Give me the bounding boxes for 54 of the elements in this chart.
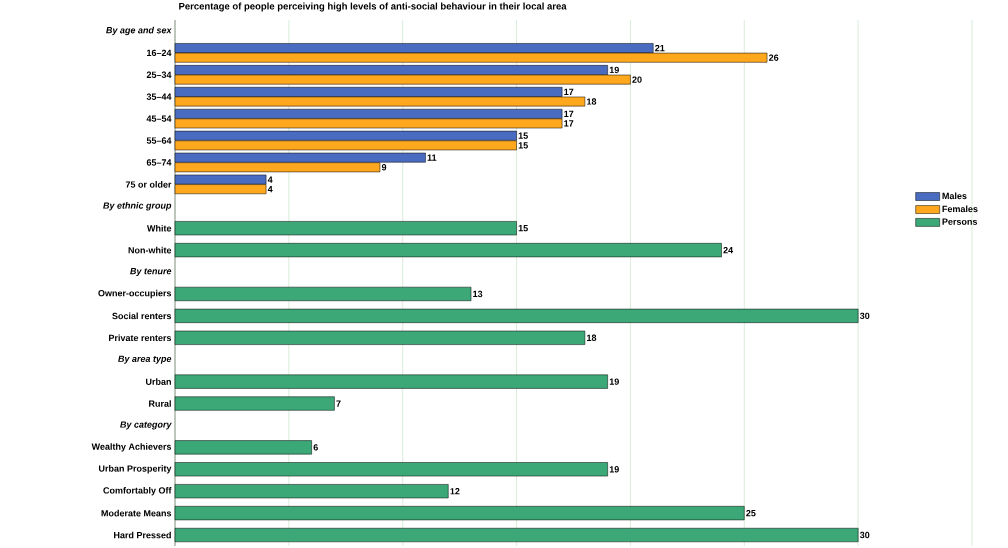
data-label: 17 [564,110,574,117]
data-label: 15 [518,142,528,149]
y-tick-label: By area type [118,355,172,364]
data-label: 18 [587,334,597,341]
y-tick-label: 35–44 [146,93,172,100]
y-tick-label: Wealthy Achievers [91,443,172,452]
data-label: 26 [768,54,779,61]
y-tick-label: 45–54 [146,115,172,122]
data-label: 30 [859,531,870,539]
y-tick-label: Owner-occupiers [98,289,172,299]
data-label: 9 [381,164,387,171]
y-tick-label: White [147,224,172,232]
data-label: 4 [267,186,273,193]
y-tick-label: By age and sex [106,26,172,36]
y-tick-label: Hard Pressed [114,531,171,539]
data-label: 25 [746,509,756,517]
data-label: 17 [564,120,574,127]
y-tick-label: Urban [146,378,171,385]
data-label: 11 [427,154,437,161]
data-label: 15 [518,225,528,232]
y-tick-label: Urban Prosperity [98,465,172,474]
y-tick-label: 55–64 [146,137,172,144]
data-label: 18 [587,98,597,105]
data-label: 19 [609,378,619,385]
y-tick-label: By tenure [130,268,172,277]
y-tick-label: 25–34 [146,71,172,78]
y-tick-label: Moderate Means [101,509,172,517]
legend-label: Males [942,192,967,200]
legend-label: Females [942,205,978,213]
data-label: 20 [632,76,642,83]
data-label: 30 [859,312,870,320]
y-tick-label: Social renters [112,312,172,320]
data-label: 12 [450,488,460,495]
data-label: 19 [609,466,619,473]
data-label: 19 [609,66,619,74]
data-label: 13 [473,290,483,298]
data-label: 6 [313,444,318,451]
y-tick-label: Non-white [128,246,172,254]
data-label: 21 [655,44,665,52]
data-label: 15 [518,132,528,139]
data-label: 17 [564,88,574,95]
data-label: 4 [267,176,273,183]
y-tick-label: 16–24 [147,49,172,57]
data-label: 7 [336,400,341,407]
y-tick-label: By category [120,421,172,430]
y-tick-label: 65–74 [146,159,172,166]
y-tick-label: Comfortably Off [103,487,172,496]
y-tick-label: 75 or older [125,181,172,188]
chart-title: Percentage of people perceiving high levels of anti-social behaviour in their local area [179,2,567,12]
y-tick-label: Private renters [109,334,172,342]
y-tick-label: Rural [149,400,171,407]
legend-label: Persons [942,218,978,225]
data-label: 24 [723,246,734,254]
y-tick-label: By ethnic group [103,202,172,211]
